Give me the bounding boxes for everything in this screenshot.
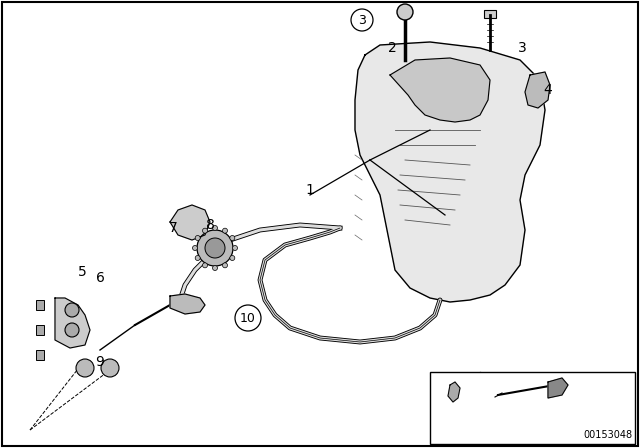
Circle shape [212,225,218,231]
Text: 1: 1 [305,183,314,197]
Bar [36,325,44,335]
Circle shape [235,305,261,331]
Bar [36,350,44,360]
Polygon shape [170,205,210,240]
Text: 11: 11 [483,387,497,400]
Circle shape [397,4,413,20]
Circle shape [223,263,227,268]
Circle shape [76,359,94,377]
Circle shape [223,228,227,233]
Text: 3: 3 [518,41,526,55]
Circle shape [212,266,218,271]
Text: 5: 5 [77,265,86,279]
Polygon shape [55,298,90,348]
Polygon shape [170,294,205,314]
Polygon shape [448,382,460,402]
Text: 10: 10 [436,387,451,400]
Circle shape [65,323,79,337]
Circle shape [101,359,119,377]
Text: 8: 8 [205,218,214,232]
Text: 3: 3 [358,13,366,26]
Circle shape [230,236,235,241]
Text: 7: 7 [168,221,177,235]
Circle shape [65,303,79,317]
Circle shape [205,238,225,258]
Polygon shape [390,58,490,122]
Text: 10: 10 [240,311,256,324]
Bar [430,372,635,444]
Text: 9: 9 [95,355,104,369]
Circle shape [202,263,207,268]
Circle shape [197,230,233,266]
Polygon shape [548,378,568,398]
Circle shape [351,9,373,31]
Text: 6: 6 [95,271,104,285]
Circle shape [232,246,237,250]
Circle shape [230,255,235,260]
Text: 4: 4 [543,83,552,97]
Polygon shape [355,42,545,302]
Circle shape [202,228,207,233]
Bar [484,10,496,18]
Polygon shape [525,72,550,108]
Text: 2: 2 [388,41,396,55]
Text: 00153048: 00153048 [583,430,632,440]
Circle shape [193,246,198,250]
Circle shape [195,255,200,260]
Circle shape [195,236,200,241]
Bar [36,300,44,310]
